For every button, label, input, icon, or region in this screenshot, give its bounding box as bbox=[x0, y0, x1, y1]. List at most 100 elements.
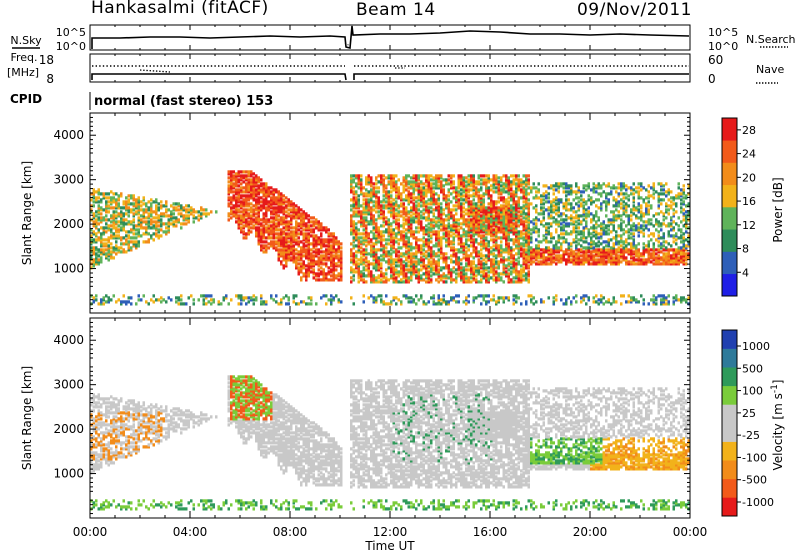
power-cell bbox=[495, 178, 498, 182]
power-cell bbox=[425, 202, 428, 206]
power-cell bbox=[495, 230, 498, 234]
power-cell bbox=[360, 240, 363, 244]
power-cell bbox=[522, 228, 525, 232]
power-cell bbox=[332, 244, 335, 248]
power-cell bbox=[157, 214, 160, 218]
power-cell bbox=[367, 198, 370, 202]
power-cell bbox=[467, 256, 470, 260]
power-cell bbox=[325, 302, 328, 306]
power-cell bbox=[485, 276, 488, 280]
power-cell bbox=[512, 192, 515, 196]
power-cell bbox=[440, 202, 443, 206]
power-cell bbox=[507, 192, 510, 196]
power-cell bbox=[472, 226, 475, 230]
power-cell bbox=[275, 240, 278, 244]
power-cell bbox=[295, 224, 298, 228]
power-cell bbox=[92, 220, 95, 224]
power-cell bbox=[487, 188, 490, 192]
power-cell bbox=[292, 210, 295, 214]
power-cell bbox=[237, 224, 240, 228]
power-cell bbox=[357, 202, 360, 206]
power-cell bbox=[430, 268, 433, 272]
power-cell bbox=[440, 176, 443, 180]
power-cell bbox=[437, 296, 440, 300]
power-cell bbox=[272, 198, 275, 202]
power-cell bbox=[460, 206, 463, 210]
power-cell bbox=[232, 170, 235, 174]
power-cell bbox=[312, 220, 315, 224]
power-cell bbox=[460, 176, 463, 180]
power-cell bbox=[455, 248, 458, 252]
power-cell bbox=[502, 296, 505, 300]
power-cell bbox=[537, 190, 540, 194]
power-cell bbox=[257, 200, 260, 204]
power-cell bbox=[480, 270, 483, 274]
power-cell bbox=[287, 302, 290, 306]
power-cell bbox=[412, 184, 415, 188]
power-cell bbox=[442, 184, 445, 188]
power-cell bbox=[227, 204, 230, 208]
power-cell bbox=[300, 258, 303, 262]
power-cell bbox=[410, 234, 413, 238]
power-cell bbox=[440, 220, 443, 224]
power-cell bbox=[565, 202, 568, 206]
power-cell bbox=[300, 262, 303, 266]
power-cell bbox=[137, 232, 140, 236]
power-cell bbox=[135, 236, 138, 240]
power-cell bbox=[502, 256, 505, 260]
power-cell bbox=[100, 208, 103, 212]
power-cell bbox=[372, 274, 375, 278]
power-cell bbox=[500, 216, 503, 220]
power-cell bbox=[532, 254, 535, 258]
power-cell bbox=[380, 174, 383, 178]
power-cell bbox=[132, 194, 135, 198]
power-cell bbox=[430, 262, 433, 266]
power-cell bbox=[362, 252, 365, 256]
power-cell bbox=[507, 242, 510, 246]
power-cell bbox=[405, 188, 408, 192]
power-cell bbox=[532, 296, 535, 300]
power-cell bbox=[117, 212, 120, 216]
power-cell bbox=[470, 212, 473, 216]
power-cell bbox=[267, 226, 270, 230]
power-cell bbox=[255, 192, 258, 196]
power-cell bbox=[560, 248, 563, 252]
power-cell bbox=[90, 248, 93, 252]
power-cell bbox=[160, 218, 163, 222]
power-cell bbox=[545, 236, 548, 240]
power-cell bbox=[255, 194, 258, 198]
power-cell bbox=[515, 270, 518, 274]
power-cell bbox=[337, 274, 340, 278]
power-cell bbox=[410, 278, 413, 282]
power-cell bbox=[450, 274, 453, 278]
power-cell bbox=[202, 298, 205, 302]
power-cell bbox=[412, 188, 415, 192]
power-cell bbox=[357, 210, 360, 214]
power-cell bbox=[230, 186, 233, 190]
power-cell bbox=[365, 204, 368, 208]
power-cell bbox=[197, 210, 200, 214]
power-cell bbox=[400, 210, 403, 214]
power-cell bbox=[302, 220, 305, 224]
power-cell bbox=[112, 192, 115, 196]
power-cell bbox=[540, 222, 543, 226]
power-cell bbox=[437, 184, 440, 188]
power-cell bbox=[410, 206, 413, 210]
power-cell bbox=[360, 180, 363, 184]
power-cell bbox=[132, 240, 135, 244]
power-cell bbox=[357, 220, 360, 224]
power-cell bbox=[110, 246, 113, 250]
power-cell bbox=[377, 228, 380, 232]
power-cell bbox=[275, 236, 278, 240]
power-cell bbox=[260, 296, 263, 300]
power-cell bbox=[390, 246, 393, 250]
power-cell bbox=[425, 178, 428, 182]
power-cell bbox=[540, 256, 543, 260]
power-cell bbox=[417, 230, 420, 234]
power-cell bbox=[375, 280, 378, 284]
power-cell bbox=[557, 256, 560, 260]
power-cell bbox=[517, 180, 520, 184]
power-cell bbox=[552, 200, 555, 204]
power-cell bbox=[555, 222, 558, 226]
power-cell bbox=[435, 192, 438, 196]
